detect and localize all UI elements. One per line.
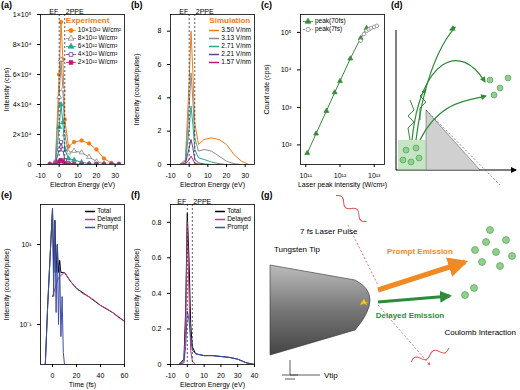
html-text:peak(70fs): peak(70fs) — [315, 17, 346, 24]
svg-text:0.2: 0.2 — [152, 325, 162, 332]
svg-text:4×10⁴: 4×10⁴ — [13, 101, 32, 108]
html-text:2×10¹² W/cm²: 2×10¹² W/cm² — [77, 58, 118, 65]
html-text:Prompt: Prompt — [97, 223, 119, 230]
svg-text:30: 30 — [111, 172, 119, 179]
svg-text:0.8: 0.8 — [152, 219, 162, 226]
svg-text:EF: EF — [49, 8, 59, 16]
svg-text:20: 20 — [73, 372, 81, 379]
svg-text:10¹¹: 10¹¹ — [300, 172, 313, 179]
svg-text:Tungsten Tip: Tungsten Tip — [274, 245, 321, 254]
html-text:Total: Total — [227, 207, 241, 214]
svg-text:Electron Energy (eV): Electron Energy (eV) — [50, 181, 115, 189]
svg-text:Intensity (counts/pulse): Intensity (counts/pulse) — [133, 249, 141, 321]
html-text:3.13 V/nm: 3.13 V/nm — [221, 34, 251, 41]
svg-text:30: 30 — [234, 372, 242, 379]
svg-text:-10: -10 — [165, 172, 175, 179]
html-text:(c): (c) — [261, 0, 272, 10]
svg-text:20: 20 — [217, 372, 225, 379]
svg-text:0: 0 — [28, 161, 32, 168]
svg-text:0: 0 — [187, 172, 191, 179]
svg-text:4: 4 — [158, 94, 162, 101]
svg-text:EF: EF — [177, 198, 187, 206]
svg-text:0: 0 — [158, 361, 162, 368]
html-text:Prompt: Prompt — [227, 223, 249, 230]
html-text:4×10¹² W/cm²: 4×10¹² W/cm² — [77, 50, 118, 57]
svg-text:Vtip: Vtip — [324, 371, 338, 380]
svg-text:1×10⁵: 1×10⁵ — [13, 11, 32, 18]
svg-text:10⁵: 10⁵ — [281, 29, 292, 36]
html-text:2.71 V/nm: 2.71 V/nm — [221, 42, 251, 49]
svg-text:60: 60 — [121, 372, 129, 379]
svg-text:20: 20 — [93, 172, 101, 179]
html-text:Simulation: Simulation — [209, 16, 251, 25]
svg-text:Intensity (cps): Intensity (cps) — [3, 68, 11, 112]
html-text:8×10¹² W/cm²: 8×10¹² W/cm² — [77, 34, 118, 41]
svg-text:0: 0 — [51, 372, 55, 379]
html-text:Delayed: Delayed — [97, 215, 121, 222]
svg-text:6×10⁴: 6×10⁴ — [13, 71, 32, 78]
svg-text:10²: 10² — [281, 141, 292, 148]
svg-text:8: 8 — [158, 27, 162, 34]
svg-text:0: 0 — [57, 172, 61, 179]
html-text:Delayed: Delayed — [227, 215, 251, 222]
svg-text:10¹³: 10¹³ — [368, 172, 381, 179]
svg-text:2: 2 — [158, 127, 162, 134]
svg-text:8×10⁴: 8×10⁴ — [13, 41, 32, 48]
svg-text:0: 0 — [185, 372, 189, 379]
svg-text:40: 40 — [97, 372, 105, 379]
svg-text:10⁻¹: 10⁻¹ — [19, 321, 32, 328]
svg-text:EF: EF — [179, 8, 189, 16]
svg-text:40: 40 — [251, 372, 259, 379]
html-text:10×10¹² W/cm²: 10×10¹² W/cm² — [77, 26, 121, 33]
html-text:(a): (a) — [1, 0, 12, 10]
html-text:(g): (g) — [261, 190, 273, 200]
html-text:(d): (d) — [391, 0, 403, 10]
svg-text:10: 10 — [204, 172, 212, 179]
svg-text:-10: -10 — [165, 372, 175, 379]
svg-text:10⁴: 10⁴ — [281, 66, 292, 73]
svg-text:10: 10 — [74, 172, 82, 179]
html-text:1.57 V/nm: 1.57 V/nm — [221, 58, 251, 65]
svg-text:2PPE: 2PPE — [65, 8, 84, 16]
svg-text:Count rate (cps): Count rate (cps) — [263, 64, 271, 114]
svg-text:Prompt Emission: Prompt Emission — [387, 247, 453, 256]
svg-text:Intensity (counts/pulse): Intensity (counts/pulse) — [133, 54, 141, 126]
svg-text:10¹²: 10¹² — [334, 172, 347, 179]
svg-text:2PPE: 2PPE — [195, 8, 214, 16]
html-text:(e): (e) — [1, 190, 12, 200]
html-text:Total: Total — [97, 207, 111, 214]
svg-text:0.6: 0.6 — [152, 254, 162, 261]
html-text:(b): (b) — [131, 0, 143, 10]
svg-text:Delayed Emission: Delayed Emission — [376, 311, 445, 320]
svg-text:20: 20 — [223, 172, 231, 179]
svg-text:-10: -10 — [35, 172, 45, 179]
html-text:Experiment: Experiment — [65, 16, 110, 25]
svg-text:Electron Energy (eV): Electron Energy (eV) — [180, 381, 245, 389]
svg-text:0: 0 — [158, 161, 162, 168]
html-text:2.21 V/nm: 2.21 V/nm — [221, 50, 251, 57]
svg-text:7 fs Laser Pulse: 7 fs Laser Pulse — [300, 227, 358, 236]
svg-text:2PPE: 2PPE — [193, 198, 212, 206]
svg-text:0.4: 0.4 — [152, 290, 162, 297]
html-text:peak(7fs): peak(7fs) — [315, 25, 343, 32]
svg-text:Intensity (counts/pulse): Intensity (counts/pulse) — [3, 249, 11, 321]
svg-text:Time (fs): Time (fs) — [69, 381, 96, 389]
svg-text:2×10⁴: 2×10⁴ — [13, 131, 32, 138]
svg-text:10: 10 — [200, 372, 208, 379]
svg-text:Laser peak intensity (W/cm²): Laser peak intensity (W/cm²) — [298, 181, 387, 189]
html-text:(f): (f) — [131, 190, 140, 200]
svg-text:10¹: 10¹ — [21, 241, 32, 248]
svg-text:Electron Energy (eV): Electron Energy (eV) — [180, 181, 245, 189]
svg-text:Coulomb Interaction: Coulomb Interaction — [444, 328, 516, 337]
svg-text:6: 6 — [158, 61, 162, 68]
svg-text:30: 30 — [241, 172, 249, 179]
html-text:3.50 V/nm: 3.50 V/nm — [221, 26, 251, 33]
html-text:6×10¹² W/cm²: 6×10¹² W/cm² — [77, 42, 118, 49]
svg-text:10³: 10³ — [281, 104, 292, 111]
